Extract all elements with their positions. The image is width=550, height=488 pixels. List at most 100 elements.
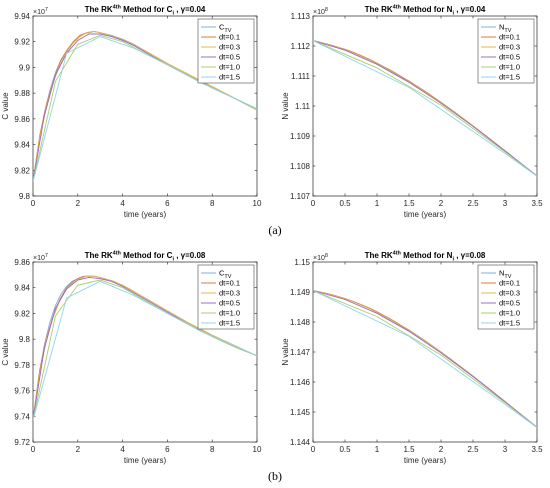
legend-box xyxy=(477,264,535,330)
legend-label: dt=1.0 xyxy=(499,63,520,72)
chart-title: The RK4th Method for Ci , γ=0.04 xyxy=(85,5,206,17)
legend-label: dt=1.0 xyxy=(499,309,520,318)
y-tick-label: 9.94 xyxy=(14,12,30,21)
x-tick-label: 8 xyxy=(210,199,215,208)
y-tick-label: 1.11 xyxy=(295,102,311,111)
x-tick-label: 10 xyxy=(253,199,262,208)
y-tick-label: 1.145 xyxy=(290,408,311,417)
legend-label: CTV xyxy=(219,269,232,281)
series-line-5 xyxy=(313,40,537,177)
x-tick-label: 1.5 xyxy=(403,445,415,454)
title-gamma: , γ=0.04 xyxy=(454,5,486,14)
title-gamma: , γ=0.08 xyxy=(454,251,486,260)
y-tick-label: 1.111 xyxy=(291,72,310,81)
x-tick-label: 3 xyxy=(503,445,508,454)
x-tick-label: 4 xyxy=(120,199,125,208)
y-tick-label: 1.15 xyxy=(294,258,310,267)
legend-label: dt=1.5 xyxy=(219,319,240,328)
x-axis-label: time (years) xyxy=(404,210,447,219)
y-exponent-power: 7 xyxy=(45,253,48,259)
title-sub: i xyxy=(172,11,174,17)
x-tick-label: 2 xyxy=(76,199,81,208)
legend-label: dt=0.3 xyxy=(499,43,520,52)
series-line-3 xyxy=(313,290,537,428)
y-exponent-base: ×10 xyxy=(33,9,45,16)
x-tick-label: 0 xyxy=(31,199,36,208)
title-mid: Method for N xyxy=(401,5,453,14)
y-axis-label: C value xyxy=(1,338,10,366)
y-axis-label: N value xyxy=(281,92,290,120)
x-tick-label: 10 xyxy=(253,445,262,454)
series-line-4 xyxy=(313,40,537,177)
y-exponent: ×108 xyxy=(313,253,328,262)
legend-label: dt=0.1 xyxy=(219,33,240,42)
legend-label: dt=0.3 xyxy=(219,43,240,52)
legend-label: dt=1.5 xyxy=(499,319,520,328)
y-tick-label: 9.88 xyxy=(14,89,30,98)
title-prefix: The RK xyxy=(85,5,113,14)
x-tick-label: 2 xyxy=(76,445,81,454)
title-sub: i xyxy=(452,257,454,263)
chart-title: The RK4th Method for Ni , γ=0.04 xyxy=(365,5,486,17)
chart-title: The RK4th Method for Ci , γ=0.08 xyxy=(85,251,206,263)
charts-layer: 0 2 4 6 8 109.89.829.849.869.889.99.929.94 ×10… xyxy=(1,5,543,466)
y-tick-label: 1.149 xyxy=(290,288,311,297)
x-tick-label: 2 xyxy=(439,199,444,208)
y-tick-label: 9.82 xyxy=(14,309,30,318)
legend-label: dt=0.1 xyxy=(219,279,240,288)
legend-label: CTV xyxy=(219,23,232,34)
y-tick-label: 1.108 xyxy=(290,162,311,171)
title-prefix: The RK xyxy=(365,5,393,14)
legend-box xyxy=(197,264,255,330)
x-tick-label: 0 xyxy=(311,445,316,454)
title-mid: Method for C xyxy=(121,251,173,260)
y-exponent-power: 7 xyxy=(45,7,48,13)
title-sub: i xyxy=(452,11,454,17)
y-tick-label: 1.144 xyxy=(290,438,311,447)
x-tick-label: 6 xyxy=(165,445,170,454)
y-tick-label: 1.113 xyxy=(291,12,311,21)
y-exponent-power: 8 xyxy=(325,7,328,13)
y-tick-label: 9.92 xyxy=(14,38,30,47)
legend-label-main: C xyxy=(219,23,225,32)
caption-a: (a) xyxy=(268,223,281,237)
y-exponent: ×108 xyxy=(313,7,328,16)
x-tick-label: 0 xyxy=(311,199,316,208)
legend-label-main: N xyxy=(499,23,504,32)
legend-label: dt=0.5 xyxy=(499,53,520,62)
chart-1: 0 2 4 6 8 10 9.8 9.82 9.84 9.86 9.88 9.9 9.92 9.94 ×10… xyxy=(1,5,262,220)
legend-label: dt=1.0 xyxy=(219,309,240,318)
series-line-4 xyxy=(313,290,537,428)
y-exponent-base: ×10 xyxy=(313,9,325,16)
x-axis-label: time (years) xyxy=(124,210,167,219)
x-tick-label: 1 xyxy=(375,445,380,454)
y-exponent: ×107 xyxy=(33,7,48,16)
y-axis-label: C value xyxy=(1,92,10,120)
legend-label: dt=0.5 xyxy=(499,299,520,308)
y-exponent: ×107 xyxy=(33,253,48,262)
y-tick-label: 1.148 xyxy=(290,318,311,327)
x-tick-label: 6 xyxy=(165,199,170,208)
y-exponent-power: 8 xyxy=(325,253,328,259)
legend-label: dt=1.5 xyxy=(499,73,520,82)
title-gamma: , γ=0.08 xyxy=(174,251,206,260)
x-tick-label: 2 xyxy=(439,445,444,454)
y-tick-label: 9.76 xyxy=(14,387,30,396)
legend-label: dt=0.3 xyxy=(219,289,240,298)
x-axis-label: time (years) xyxy=(124,456,167,465)
series-line-3 xyxy=(313,40,537,177)
chart-3: 0 2 4 6 8 10 9.72 9.74 9.76 9.78 9.8 9.82 9.84 9.86 ×1… xyxy=(1,251,262,466)
title-sub: i xyxy=(172,257,174,263)
x-tick-label: 2.5 xyxy=(467,199,479,208)
x-tick-label: 2.5 xyxy=(467,445,479,454)
legend-label-sub: TV xyxy=(224,274,231,280)
legend-label: NTV xyxy=(499,269,512,281)
legend-label-sub: TV xyxy=(224,28,231,34)
x-axis-label: time (years) xyxy=(404,456,447,465)
y-tick-label: 9.82 xyxy=(14,166,30,175)
y-tick-label: 9.86 xyxy=(14,115,30,124)
title-sup: 4th xyxy=(113,5,122,11)
x-tick-label: 1.5 xyxy=(403,199,415,208)
x-tick-label: 3.5 xyxy=(531,199,543,208)
